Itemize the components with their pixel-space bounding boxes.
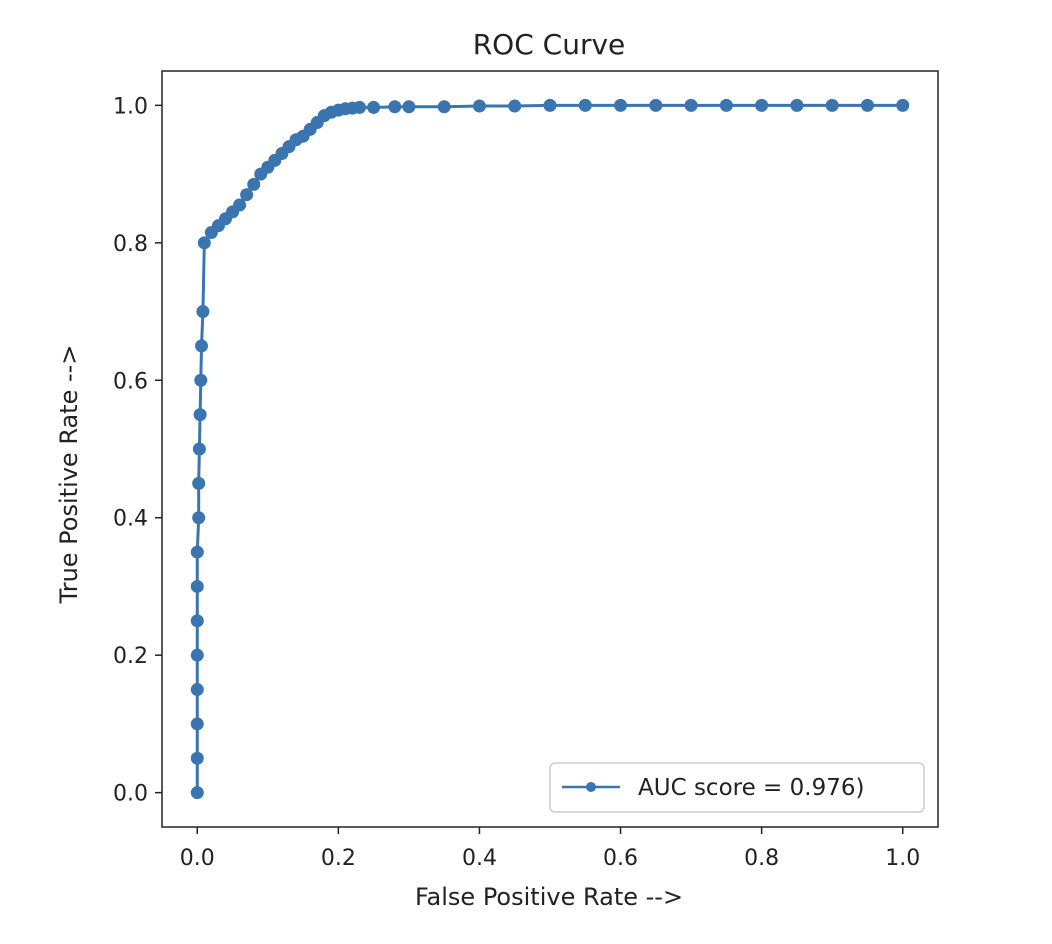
x-tick-label: 0.6 bbox=[603, 846, 638, 871]
legend-label: AUC score = 0.976) bbox=[638, 775, 864, 801]
roc-point bbox=[649, 98, 663, 112]
legend: AUC score = 0.976) bbox=[549, 762, 925, 813]
roc-point bbox=[353, 100, 367, 114]
y-tick-label: 0.4 bbox=[113, 507, 148, 532]
x-axis-ticks: 0.0 0.2 0.4 0.6 0.8 1.0 bbox=[180, 827, 920, 871]
legend-box bbox=[549, 762, 925, 813]
roc-point bbox=[755, 98, 769, 112]
roc-point bbox=[790, 98, 804, 112]
x-tick-label: 0.2 bbox=[321, 846, 356, 871]
roc-point bbox=[367, 100, 381, 114]
roc-point bbox=[896, 98, 910, 112]
roc-point bbox=[190, 648, 204, 662]
x-tick-label: 1.0 bbox=[885, 846, 920, 871]
roc-point bbox=[825, 98, 839, 112]
roc-point bbox=[190, 683, 204, 697]
roc-point bbox=[233, 198, 247, 212]
roc-point bbox=[578, 98, 592, 112]
roc-point bbox=[614, 98, 628, 112]
roc-point bbox=[190, 545, 204, 559]
x-tick-label: 0.4 bbox=[462, 846, 497, 871]
roc-point bbox=[388, 100, 402, 114]
roc-point bbox=[247, 177, 261, 191]
roc-point bbox=[190, 751, 204, 765]
y-tick-label: 0.8 bbox=[113, 232, 148, 257]
x-axis-label: False Positive Rate --> bbox=[415, 883, 683, 911]
roc-point bbox=[684, 98, 698, 112]
y-tick-label: 0.2 bbox=[113, 644, 148, 669]
roc-point bbox=[472, 99, 486, 113]
y-tick-label: 1.0 bbox=[113, 94, 148, 119]
roc-point bbox=[240, 188, 254, 202]
roc-point bbox=[190, 579, 204, 593]
roc-point bbox=[543, 98, 557, 112]
roc-point bbox=[402, 100, 416, 114]
roc-point bbox=[196, 305, 210, 319]
roc-point bbox=[194, 373, 208, 387]
plot-frame bbox=[161, 70, 939, 828]
legend-marker-swatch bbox=[586, 782, 596, 792]
x-tick-label: 0.8 bbox=[744, 846, 779, 871]
roc-point bbox=[190, 786, 204, 800]
roc-point bbox=[197, 236, 211, 250]
roc-point bbox=[719, 98, 733, 112]
x-tick-label: 0.0 bbox=[180, 846, 215, 871]
roc-point bbox=[437, 100, 451, 114]
roc-point bbox=[190, 717, 204, 731]
roc-point bbox=[860, 98, 874, 112]
roc-point bbox=[192, 442, 206, 456]
y-tick-label: 0.0 bbox=[113, 782, 148, 807]
roc-series bbox=[190, 98, 910, 800]
roc-point bbox=[508, 99, 522, 113]
y-axis-ticks: 0.0 0.2 0.4 0.6 0.8 1.0 bbox=[113, 94, 162, 807]
y-axis-label: True Positive Rate --> bbox=[55, 345, 83, 605]
roc-point bbox=[190, 614, 204, 628]
y-tick-label: 0.6 bbox=[113, 369, 148, 394]
roc-point bbox=[192, 511, 206, 525]
roc-point bbox=[195, 339, 209, 353]
roc-point bbox=[192, 476, 206, 490]
roc-point bbox=[193, 408, 207, 422]
chart-title: ROC Curve bbox=[473, 28, 626, 61]
